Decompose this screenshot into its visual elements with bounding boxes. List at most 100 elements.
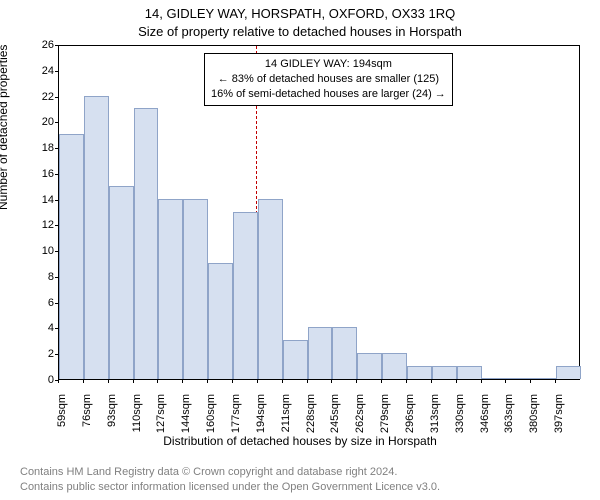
y-tick-label: 24	[24, 65, 54, 77]
bar	[84, 96, 109, 379]
bar	[531, 378, 556, 379]
bar	[308, 327, 333, 379]
y-tick-mark	[55, 303, 58, 304]
x-tick-label: 380sqm	[528, 394, 540, 440]
bar	[432, 366, 457, 379]
y-axis-label: Number of detached properties	[0, 45, 10, 210]
y-tick-label: 10	[24, 245, 54, 257]
y-tick-mark	[55, 200, 58, 201]
x-tick-mark	[381, 380, 382, 383]
x-tick-mark	[505, 380, 506, 383]
x-tick-mark	[356, 380, 357, 383]
y-tick-mark	[55, 354, 58, 355]
bar	[457, 366, 482, 379]
bar	[183, 199, 208, 379]
bar	[407, 366, 432, 379]
chart-title-sub: Size of property relative to detached ho…	[0, 24, 600, 39]
x-tick-label: 262sqm	[354, 394, 366, 440]
x-tick-label: 363sqm	[503, 394, 515, 440]
x-tick-label: 127sqm	[155, 394, 167, 440]
footer-attribution: Contains HM Land Registry data © Crown c…	[20, 465, 440, 494]
x-tick-mark	[83, 380, 84, 383]
annotation-box: 14 GIDLEY WAY: 194sqm ← 83% of detached …	[204, 53, 453, 106]
y-tick-mark	[55, 97, 58, 98]
bar	[382, 353, 407, 379]
x-tick-label: 397sqm	[553, 394, 565, 440]
y-tick-label: 6	[24, 297, 54, 309]
y-tick-mark	[55, 277, 58, 278]
bar	[208, 263, 233, 379]
y-tick-label: 2	[24, 348, 54, 360]
bar	[59, 134, 84, 379]
bar	[158, 199, 183, 379]
y-tick-mark	[55, 225, 58, 226]
bar	[506, 378, 531, 379]
x-tick-label: 177sqm	[230, 394, 242, 440]
bar	[482, 378, 507, 379]
x-tick-mark	[406, 380, 407, 383]
x-tick-mark	[282, 380, 283, 383]
bar	[332, 327, 357, 379]
x-tick-mark	[481, 380, 482, 383]
y-tick-mark	[55, 45, 58, 46]
x-tick-mark	[108, 380, 109, 383]
x-tick-mark	[207, 380, 208, 383]
bar	[556, 366, 581, 379]
annotation-line3: 16% of semi-detached houses are larger (…	[211, 87, 446, 102]
y-tick-mark	[55, 174, 58, 175]
x-tick-mark	[157, 380, 158, 383]
x-tick-mark	[257, 380, 258, 383]
x-tick-label: 330sqm	[454, 394, 466, 440]
x-tick-label: 279sqm	[379, 394, 391, 440]
y-tick-label: 12	[24, 219, 54, 231]
x-tick-mark	[331, 380, 332, 383]
y-tick-label: 20	[24, 116, 54, 128]
y-tick-label: 8	[24, 271, 54, 283]
y-tick-label: 4	[24, 322, 54, 334]
x-tick-mark	[431, 380, 432, 383]
bar	[233, 212, 258, 380]
x-tick-label: 313sqm	[429, 394, 441, 440]
bar	[134, 108, 159, 379]
x-tick-mark	[307, 380, 308, 383]
x-tick-mark	[232, 380, 233, 383]
x-tick-label: 194sqm	[255, 394, 267, 440]
x-tick-label: 144sqm	[180, 394, 192, 440]
y-tick-mark	[55, 122, 58, 123]
y-tick-mark	[55, 71, 58, 72]
x-tick-mark	[133, 380, 134, 383]
y-tick-label: 0	[24, 374, 54, 386]
x-tick-label: 93sqm	[106, 394, 118, 440]
y-tick-mark	[55, 251, 58, 252]
bar	[357, 353, 382, 379]
x-tick-mark	[555, 380, 556, 383]
y-tick-mark	[55, 148, 58, 149]
x-tick-mark	[58, 380, 59, 383]
bar	[283, 340, 308, 379]
x-tick-label: 160sqm	[205, 394, 217, 440]
y-tick-mark	[55, 328, 58, 329]
annotation-line1: 14 GIDLEY WAY: 194sqm	[211, 57, 446, 72]
x-tick-label: 245sqm	[329, 394, 341, 440]
x-tick-label: 110sqm	[131, 394, 143, 440]
x-tick-label: 228sqm	[305, 394, 317, 440]
x-tick-mark	[456, 380, 457, 383]
x-tick-mark	[182, 380, 183, 383]
chart-area: 14 GIDLEY WAY: 194sqm ← 83% of detached …	[58, 45, 580, 380]
footer-line2: Contains public sector information licen…	[20, 480, 440, 494]
x-tick-mark	[530, 380, 531, 383]
chart-title-main: 14, GIDLEY WAY, HORSPATH, OXFORD, OX33 1…	[0, 6, 600, 21]
y-tick-label: 14	[24, 194, 54, 206]
x-tick-label: 76sqm	[81, 394, 93, 440]
annotation-line2: ← 83% of detached houses are smaller (12…	[211, 72, 446, 87]
y-tick-label: 18	[24, 142, 54, 154]
y-tick-label: 16	[24, 168, 54, 180]
x-tick-label: 296sqm	[404, 394, 416, 440]
footer-line1: Contains HM Land Registry data © Crown c…	[20, 465, 440, 479]
y-tick-label: 26	[24, 39, 54, 51]
bar	[258, 199, 283, 379]
x-tick-label: 346sqm	[479, 394, 491, 440]
y-tick-label: 22	[24, 91, 54, 103]
x-tick-label: 59sqm	[56, 394, 68, 440]
x-tick-label: 211sqm	[280, 394, 292, 440]
